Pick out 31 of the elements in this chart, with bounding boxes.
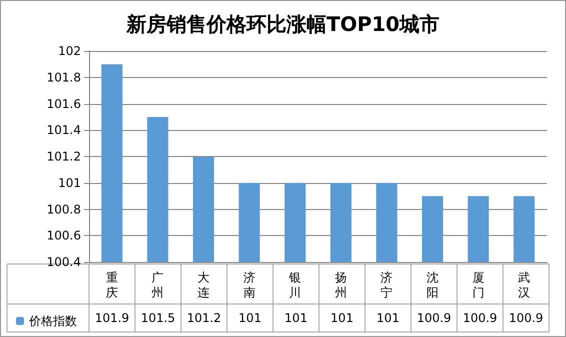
data-label: 101 xyxy=(376,311,400,325)
data-label: 101 xyxy=(284,311,308,325)
x-tick-label: 扬州 xyxy=(334,270,347,300)
data-label: 101.2 xyxy=(186,311,222,325)
x-tick-label: 重庆 xyxy=(106,270,118,300)
x-tick-label: 沈阳 xyxy=(426,270,438,300)
data-label: 101.9 xyxy=(94,311,130,325)
x-tick-label: 广州 xyxy=(152,270,164,300)
data-label: 101 xyxy=(238,311,262,325)
legend-label: 价格指数 xyxy=(28,314,77,328)
data-label: 100.9 xyxy=(416,311,452,325)
y-tick-label: 101 xyxy=(58,176,81,190)
y-tick-label: 101.6 xyxy=(46,96,81,111)
y-tick-label: 102 xyxy=(58,44,81,58)
y-tick-label: 100.4 xyxy=(46,255,81,269)
y-tick-label: 101.4 xyxy=(46,123,81,138)
chart-title: 新房销售价格环比涨幅TOP10城市 xyxy=(125,12,440,36)
data-label: 100.9 xyxy=(508,311,544,325)
data-label: 100.9 xyxy=(462,311,498,325)
x-tick-label: 厦门 xyxy=(472,270,484,300)
y-tick-label: 100.8 xyxy=(46,202,81,216)
y-tick-label: 100.6 xyxy=(46,228,81,243)
data-label: 101 xyxy=(330,311,354,325)
x-tick-label: 济宁 xyxy=(380,270,393,300)
x-tick-label: 银川 xyxy=(288,270,302,300)
y-tick-label: 101.8 xyxy=(46,70,81,84)
x-tick-label: 大连 xyxy=(198,270,210,300)
y-tick-label: 101.2 xyxy=(46,150,81,164)
x-tick-label: 济南 xyxy=(243,270,256,300)
data-label: 101.5 xyxy=(140,311,176,325)
x-tick-label: 武汉 xyxy=(518,270,530,300)
